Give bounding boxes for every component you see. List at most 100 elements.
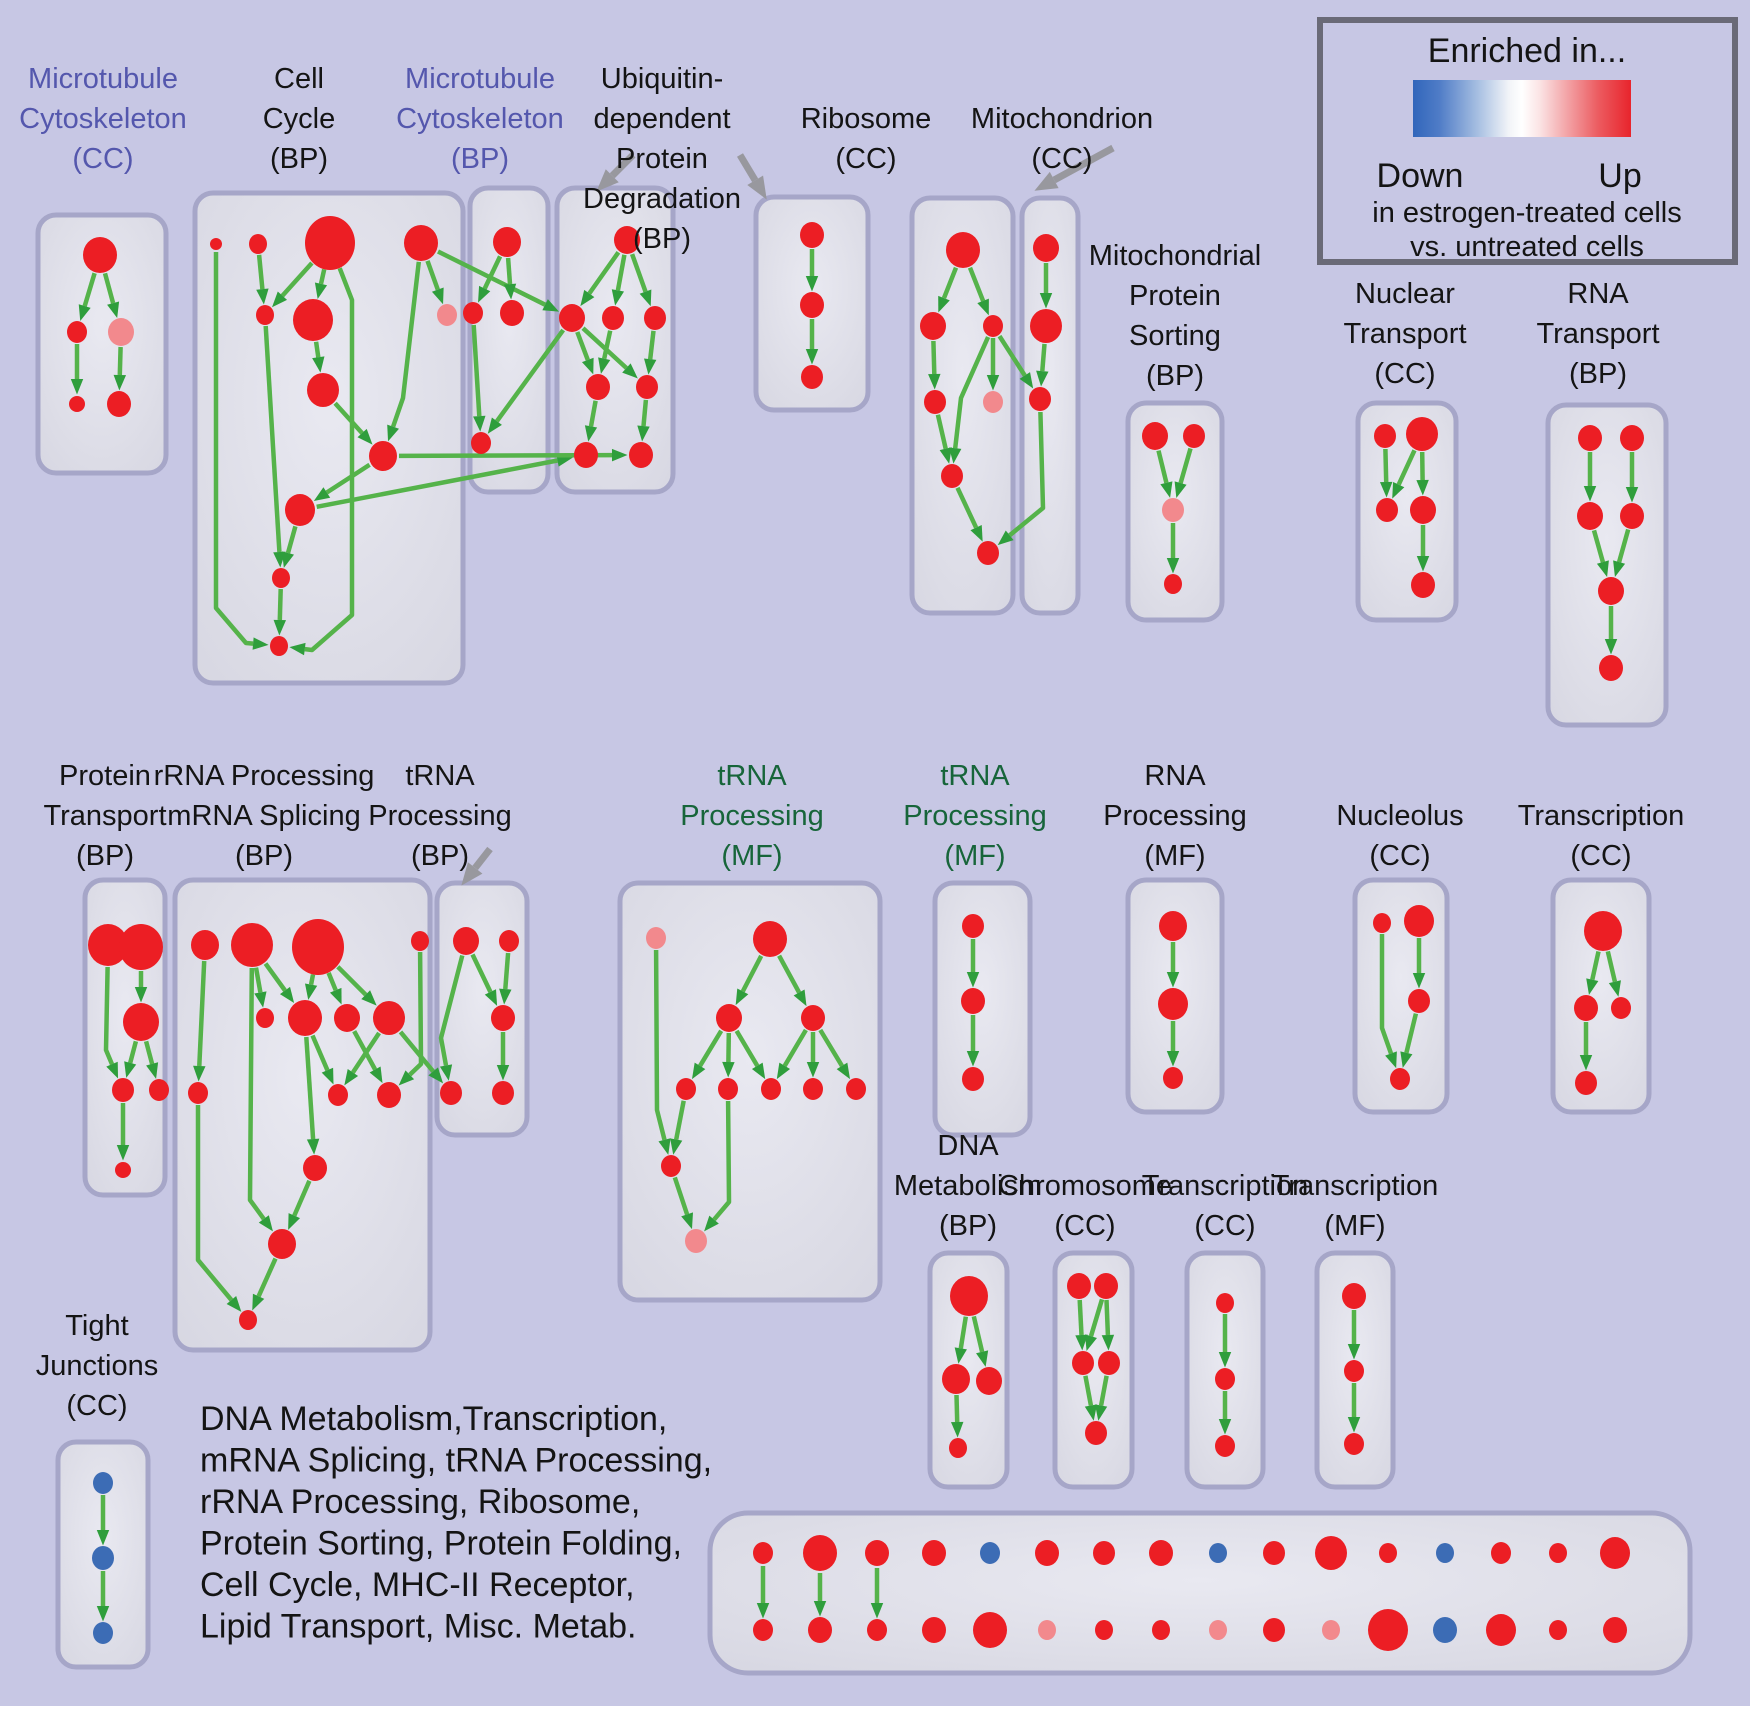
go-term-node	[1029, 387, 1051, 411]
go-term-node	[453, 927, 479, 955]
label-pointer-arrow	[736, 153, 767, 200]
go-term-node	[1598, 577, 1624, 605]
enrichment-edge	[425, 260, 444, 305]
cluster-label-nuclear-transport: Nuclear Transport (CC)	[1343, 278, 1466, 390]
go-term-node	[924, 390, 946, 414]
go-term-node	[1095, 1620, 1113, 1640]
legend-up-label: Up	[1598, 157, 1641, 195]
cluster-box-trna-mf-2	[932, 880, 1033, 1138]
go-term-node	[307, 373, 339, 407]
enrichment-edge	[304, 974, 318, 1000]
label-pointer-arrow	[596, 152, 636, 192]
enrichment-edge	[1400, 1013, 1419, 1068]
go-term-node	[1376, 498, 1398, 522]
go-term-node	[500, 300, 524, 326]
go-term-node	[305, 216, 355, 270]
go-term-node	[1038, 1620, 1056, 1640]
go-term-node	[1390, 1068, 1410, 1090]
enrichment-edge	[670, 1100, 686, 1155]
go-term-node	[256, 305, 274, 325]
cluster-box-mitochondrion	[1019, 195, 1081, 616]
enrichment-edge	[704, 1100, 732, 1232]
enrichment-edge	[103, 966, 119, 1079]
enrichment-edge	[247, 967, 273, 1232]
go-term-node	[1067, 1273, 1091, 1299]
go-term-node	[463, 302, 483, 324]
go-term-node	[108, 318, 134, 346]
go-term-node	[1436, 1543, 1454, 1563]
go-term-node	[942, 1364, 970, 1394]
go-term-node	[1379, 1543, 1397, 1563]
go-term-node	[1374, 424, 1396, 448]
enrichment-edge	[776, 1028, 808, 1080]
legend-subtitle-1: in estrogen-treated cells	[1372, 197, 1682, 229]
go-term-node	[946, 232, 980, 268]
go-term-node	[1368, 1609, 1408, 1651]
go-term-node	[676, 1078, 696, 1100]
enrichment-edge	[143, 1040, 159, 1079]
cluster-box-microtubule-bp	[467, 185, 551, 495]
enrichment-edge	[478, 255, 503, 303]
cluster-box-transcription-cc-1	[1550, 877, 1652, 1115]
go-term-node	[1433, 1617, 1457, 1643]
go-term-node	[586, 374, 610, 400]
go-term-node	[83, 237, 117, 273]
go-term-node	[1183, 424, 1205, 448]
enrichment-edge	[971, 1315, 989, 1367]
enrichment-edge	[1605, 950, 1621, 997]
go-term-node	[949, 1438, 967, 1458]
enrichment-edge	[470, 953, 498, 1006]
cluster-label-microtubule-bp: Microtubule Cytoskeleton (BP)	[396, 63, 564, 175]
cluster-label-dna-metabolism: DNA Metabolism (BP)	[894, 1130, 1042, 1242]
go-term-node	[92, 1546, 114, 1570]
enrichment-edge	[1085, 1298, 1105, 1352]
go-term-node	[1215, 1368, 1235, 1390]
enrichment-edge	[735, 954, 764, 1006]
go-term-node	[614, 226, 640, 254]
go-term-node	[980, 1542, 1000, 1564]
misc-categories-text-line: Cell Cycle, MHC-II Receptor,	[200, 1566, 635, 1604]
enrichment-edge	[503, 257, 517, 300]
go-term-node	[1344, 1360, 1364, 1382]
enrichment-edge	[499, 952, 512, 1005]
go-term-node	[1411, 572, 1435, 598]
go-term-node	[1491, 1542, 1511, 1564]
go-term-node	[661, 1155, 681, 1177]
enrichment-edge	[691, 1029, 724, 1080]
enrichment-edge	[598, 330, 613, 374]
go-term-node	[499, 930, 519, 952]
enrichment-edge	[672, 1176, 694, 1230]
enrichment-edge	[1174, 447, 1193, 499]
enrichment-edge	[1094, 1375, 1109, 1421]
go-term-node	[962, 914, 984, 938]
enrichment-edge	[272, 261, 314, 308]
go-term-node	[1163, 1067, 1183, 1089]
cluster-label-microtubule-cc: Microtubule Cytoskeleton (CC)	[19, 63, 187, 175]
go-term-node	[800, 222, 824, 248]
go-term-node	[1577, 502, 1603, 530]
enrichment-edge	[584, 400, 598, 442]
go-term-node	[644, 306, 666, 330]
go-term-node	[941, 464, 963, 488]
go-term-node	[1549, 1620, 1567, 1640]
misc-categories-text-line: Lipid Transport, Misc. Metab.	[200, 1608, 637, 1646]
go-term-node	[437, 304, 457, 326]
enrichment-edge	[653, 949, 671, 1155]
go-term-node	[268, 1229, 296, 1259]
legend-subtitle-2: vs. untreated cells	[1410, 231, 1644, 263]
go-term-node	[1216, 1293, 1234, 1313]
go-term-node	[334, 1004, 360, 1032]
label-pointer-arrow	[461, 846, 493, 886]
go-term-node	[285, 494, 315, 526]
enrichment-edge	[316, 454, 573, 510]
go-term-node	[107, 391, 131, 417]
legend-down-label: Down	[1377, 157, 1464, 195]
go-term-node	[1578, 425, 1602, 451]
legend-gradient-bar	[1413, 80, 1631, 137]
go-term-node	[753, 921, 787, 957]
enrichment-edge	[102, 272, 120, 319]
enrichment-edge	[352, 1030, 383, 1084]
go-term-node	[1344, 1433, 1364, 1455]
